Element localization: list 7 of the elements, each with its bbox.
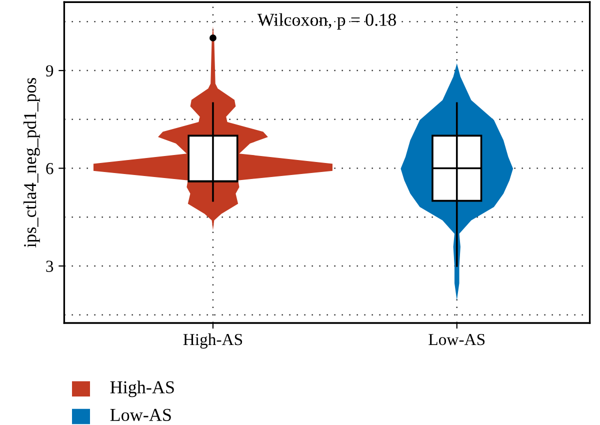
annotation: Wilcoxon, p = 0.18 — [257, 13, 396, 30]
y-axis-title: ips_ctla4_neg_pd1_pos — [23, 78, 40, 248]
text: Low-AS — [110, 408, 171, 422]
text: High-AS — [110, 380, 174, 398]
y-tick-label: 3 — [46, 260, 54, 272]
y-tick-label: 6 — [46, 163, 54, 174]
y-tick-label: 9 — [46, 65, 54, 76]
